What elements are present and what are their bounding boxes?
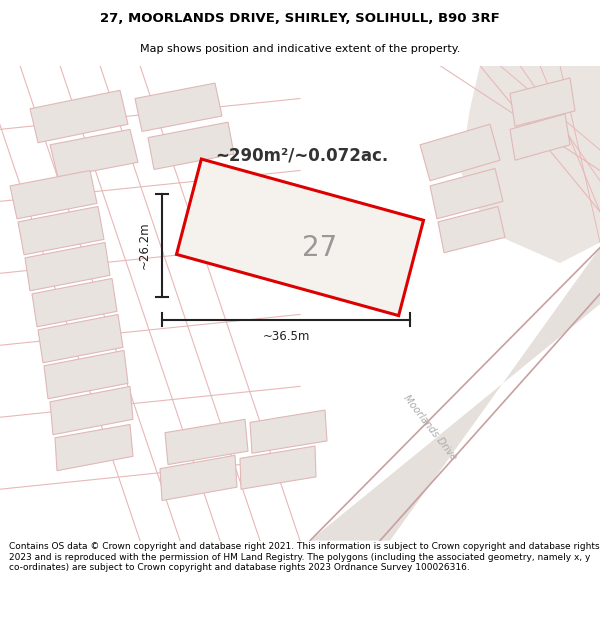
Text: 27: 27 bbox=[302, 234, 338, 262]
Polygon shape bbox=[250, 410, 327, 453]
Polygon shape bbox=[510, 114, 570, 160]
Polygon shape bbox=[32, 279, 117, 327]
Polygon shape bbox=[176, 159, 424, 316]
Polygon shape bbox=[30, 90, 128, 142]
Text: ~26.2m: ~26.2m bbox=[137, 222, 151, 269]
Polygon shape bbox=[420, 124, 500, 181]
Polygon shape bbox=[25, 242, 110, 291]
Polygon shape bbox=[310, 248, 600, 541]
Polygon shape bbox=[510, 78, 575, 126]
Polygon shape bbox=[38, 314, 123, 362]
Polygon shape bbox=[50, 129, 138, 178]
Text: 27, MOORLANDS DRIVE, SHIRLEY, SOLIHULL, B90 3RF: 27, MOORLANDS DRIVE, SHIRLEY, SOLIHULL, … bbox=[100, 12, 500, 25]
Text: ~36.5m: ~36.5m bbox=[262, 329, 310, 342]
Polygon shape bbox=[50, 386, 133, 435]
Polygon shape bbox=[430, 169, 503, 219]
Text: ~290m²/~0.072ac.: ~290m²/~0.072ac. bbox=[215, 146, 388, 164]
Polygon shape bbox=[10, 171, 97, 219]
Polygon shape bbox=[438, 206, 505, 252]
Polygon shape bbox=[165, 419, 248, 464]
Polygon shape bbox=[148, 122, 234, 169]
Text: Map shows position and indicative extent of the property.: Map shows position and indicative extent… bbox=[140, 44, 460, 54]
Polygon shape bbox=[135, 83, 222, 131]
Polygon shape bbox=[240, 446, 316, 489]
Polygon shape bbox=[55, 424, 133, 471]
Polygon shape bbox=[44, 351, 128, 399]
Text: Contains OS data © Crown copyright and database right 2021. This information is : Contains OS data © Crown copyright and d… bbox=[9, 542, 599, 572]
Polygon shape bbox=[460, 66, 600, 263]
Text: Moorlands Drive: Moorlands Drive bbox=[401, 393, 458, 462]
Polygon shape bbox=[18, 206, 104, 255]
Polygon shape bbox=[160, 455, 237, 501]
